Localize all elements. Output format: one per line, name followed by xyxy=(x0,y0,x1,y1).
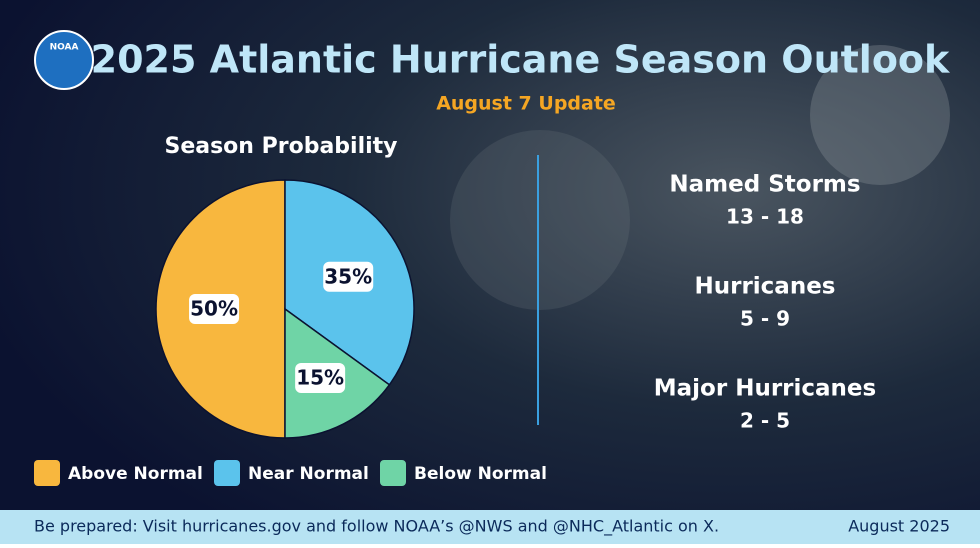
logo-text: NOAA xyxy=(50,43,79,53)
value-label: 15% xyxy=(296,365,344,389)
stat-label: Named Storms xyxy=(669,172,860,198)
value-label: 35% xyxy=(324,264,372,288)
chart-title: Season Probability xyxy=(164,134,397,159)
value-label: 50% xyxy=(190,297,238,321)
storm-image xyxy=(810,45,950,185)
footer-bar xyxy=(0,510,980,544)
footer-date: August 2025 xyxy=(848,517,950,536)
stat-label: Major Hurricanes xyxy=(654,376,876,402)
footer-text: Be prepared: Visit hurricanes.gov and fo… xyxy=(34,517,719,537)
subtitle: August 7 Update xyxy=(436,93,616,115)
legend-label: Near Normal xyxy=(248,464,369,484)
stat-value: 5 - 9 xyxy=(740,307,790,331)
value-label-box xyxy=(323,261,374,292)
logo xyxy=(34,30,94,90)
stat-value: 2 - 5 xyxy=(740,409,790,433)
legend-label: Below Normal xyxy=(414,464,547,484)
value-label-box xyxy=(189,294,240,324)
title: 2025 Atlantic Hurricane Season Outlook xyxy=(91,38,950,82)
stat-value: 13 - 18 xyxy=(726,205,804,229)
value-label-box xyxy=(295,362,346,393)
legend-swatch xyxy=(214,460,240,486)
legend-swatch xyxy=(34,460,60,486)
stat-label: Hurricanes xyxy=(694,274,835,300)
legend-swatch xyxy=(380,460,406,486)
storm-image xyxy=(450,130,630,310)
legend-label: Above Normal xyxy=(68,464,203,484)
